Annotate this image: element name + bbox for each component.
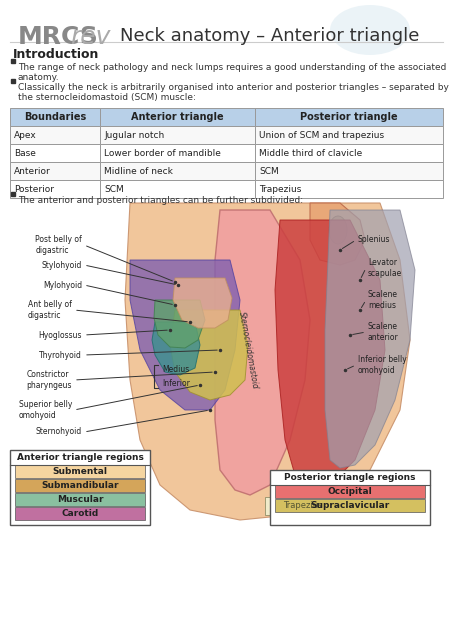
Text: Inferior: Inferior (162, 380, 190, 388)
Text: rev: rev (70, 25, 111, 49)
Bar (10, 162, 100, 180)
Text: MRCS: MRCS (18, 25, 99, 49)
Bar (100, 126, 255, 144)
Bar (15, 465, 145, 478)
Polygon shape (310, 203, 365, 265)
Text: Trapezius: Trapezius (259, 184, 301, 193)
Text: Supraclavicular: Supraclavicular (310, 500, 390, 509)
Ellipse shape (329, 216, 347, 244)
Text: Hyoglossus: Hyoglossus (39, 330, 82, 339)
Bar (275, 485, 425, 498)
Bar (10, 144, 100, 162)
Text: Ant belly of
digastric: Ant belly of digastric (28, 300, 72, 320)
Text: Anterior triangle regions: Anterior triangle regions (17, 454, 144, 463)
Bar (100, 108, 255, 126)
Bar (255, 108, 443, 126)
Text: Medius: Medius (162, 365, 189, 374)
Bar (10, 108, 100, 126)
Bar (255, 144, 443, 162)
Polygon shape (173, 278, 232, 328)
Bar (10, 180, 100, 198)
Bar (255, 162, 443, 180)
Bar (275, 499, 425, 512)
Text: Mylohyoid: Mylohyoid (43, 280, 82, 289)
Text: Stylohyoid: Stylohyoid (42, 260, 82, 269)
Text: Apex: Apex (14, 131, 37, 140)
Text: Posterior triangle: Posterior triangle (300, 112, 398, 122)
Bar (265, 497, 340, 515)
Polygon shape (325, 210, 415, 468)
Text: Trapezius: Trapezius (283, 502, 323, 511)
Bar (270, 470, 430, 525)
Text: Boundaries: Boundaries (24, 112, 86, 122)
Text: Middle third of clavicle: Middle third of clavicle (259, 148, 362, 157)
Text: Superior belly
omohyoid: Superior belly omohyoid (19, 400, 72, 420)
Text: Splenius: Splenius (358, 236, 390, 244)
Text: Lower border of mandible: Lower border of mandible (104, 148, 221, 157)
Polygon shape (215, 210, 310, 495)
Text: Anterior triangle: Anterior triangle (131, 112, 224, 122)
Text: Sternohyoid: Sternohyoid (36, 428, 82, 436)
Polygon shape (275, 220, 385, 485)
Text: Introduction: Introduction (13, 48, 99, 61)
Text: Muscular: Muscular (57, 495, 103, 504)
Text: Carotid: Carotid (61, 509, 99, 518)
Polygon shape (170, 310, 248, 400)
Bar (10, 126, 100, 144)
Ellipse shape (330, 5, 410, 55)
Text: Submental: Submental (53, 467, 107, 476)
Bar (15, 479, 145, 492)
Bar (100, 180, 255, 198)
Text: Posterior: Posterior (14, 184, 54, 193)
Text: Submandibular: Submandibular (41, 481, 119, 490)
Bar (15, 493, 145, 506)
Text: Post belly of
digastric: Post belly of digastric (35, 236, 82, 255)
Text: SCM: SCM (259, 166, 279, 175)
Bar (100, 144, 255, 162)
Text: Levator
scapulae: Levator scapulae (368, 259, 402, 278)
Text: Union of SCM and trapezius: Union of SCM and trapezius (259, 131, 384, 140)
Text: Jugular notch: Jugular notch (104, 131, 164, 140)
Polygon shape (152, 322, 200, 375)
Text: The range of neck pathology and neck lumps requires a good understanding of the : The range of neck pathology and neck lum… (18, 63, 446, 83)
Polygon shape (154, 300, 205, 348)
Bar (10, 450, 150, 525)
Text: Anterior: Anterior (14, 166, 51, 175)
Text: SCM: SCM (104, 184, 124, 193)
Text: Constrictor
pharyngeus: Constrictor pharyngeus (26, 371, 72, 390)
Text: Neck anatomy – Anterior triangle: Neck anatomy – Anterior triangle (120, 27, 419, 45)
Text: Inferior belly
omohyoid: Inferior belly omohyoid (358, 355, 407, 374)
Text: Scalene
medius: Scalene medius (368, 291, 398, 310)
Bar (255, 126, 443, 144)
Bar (15, 507, 145, 520)
Polygon shape (125, 203, 410, 520)
Bar (255, 180, 443, 198)
Text: Occipital: Occipital (328, 486, 372, 495)
Text: Midline of neck: Midline of neck (104, 166, 173, 175)
Text: Base: Base (14, 148, 36, 157)
Text: Classically the neck is arbitrarily organised into anterior and posterior triang: Classically the neck is arbitrarily orga… (18, 83, 449, 102)
Polygon shape (130, 260, 240, 410)
Text: Scalene
anterior: Scalene anterior (368, 323, 399, 342)
Text: The anterior and posterior triangles can be further subdivided:: The anterior and posterior triangles can… (18, 196, 303, 205)
Text: Posterior triangle regions: Posterior triangle regions (284, 474, 416, 483)
Text: Thyrohyoid: Thyrohyoid (39, 351, 82, 360)
Bar (100, 162, 255, 180)
Text: Sternocleidomastoid: Sternocleidomastoid (237, 310, 259, 390)
